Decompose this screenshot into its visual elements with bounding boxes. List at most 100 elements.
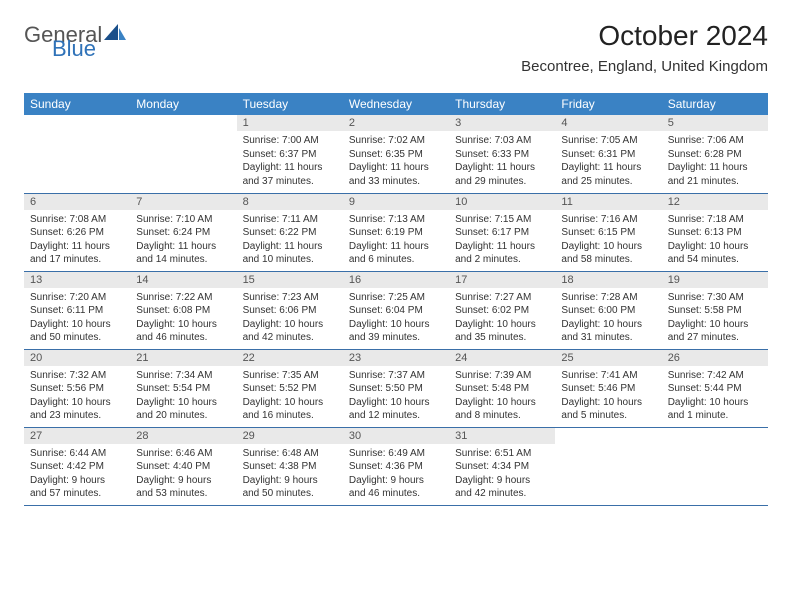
daylight-text: Daylight: 10 hours and 23 minutes. (30, 396, 124, 423)
sunset-text: Sunset: 6:15 PM (561, 226, 655, 240)
daylight-text: Daylight: 10 hours and 54 minutes. (668, 240, 762, 267)
sunrise-text: Sunrise: 7:34 AM (136, 369, 230, 383)
day-number: 9 (349, 196, 355, 208)
daylight-text: Daylight: 11 hours and 21 minutes. (668, 161, 762, 188)
day-number: 10 (455, 196, 467, 208)
sunrise-text: Sunrise: 7:41 AM (561, 369, 655, 383)
sunrise-text: Sunrise: 7:22 AM (136, 291, 230, 305)
sunrise-text: Sunrise: 7:20 AM (30, 291, 124, 305)
day-number: 23 (349, 352, 361, 364)
calendar-cell: 6Sunrise: 7:08 AMSunset: 6:26 PMDaylight… (24, 193, 130, 271)
day-number: 4 (561, 117, 567, 129)
calendar-cell: 21Sunrise: 7:34 AMSunset: 5:54 PMDayligh… (130, 349, 236, 427)
calendar-cell: 9 Sunrise: 7:13 AMSunset: 6:19 PMDaylight… (343, 193, 449, 271)
calendar-cell: 26Sunrise: 7:42 AMSunset: 5:44 PMDayligh… (662, 349, 768, 427)
sunset-text: Sunset: 4:38 PM (243, 460, 337, 474)
day-number: 18 (561, 274, 573, 286)
calendar-row: 20Sunrise: 7:32 AMSunset: 5:56 PMDayligh… (24, 349, 768, 427)
calendar-row: 13Sunrise: 7:20 AMSunset: 6:11 PMDayligh… (24, 271, 768, 349)
sunrise-text: Sunrise: 7:13 AM (349, 213, 443, 227)
daylight-text: Daylight: 9 hours and 53 minutes. (136, 474, 230, 501)
sunset-text: Sunset: 6:33 PM (455, 148, 549, 162)
day-number: 28 (136, 430, 148, 442)
sunset-text: Sunset: 6:24 PM (136, 226, 230, 240)
calendar-cell: 20Sunrise: 7:32 AMSunset: 5:56 PMDayligh… (24, 349, 130, 427)
daylight-text: Daylight: 11 hours and 6 minutes. (349, 240, 443, 267)
day-number: 11 (561, 196, 572, 208)
header: General Blue October 2024 Becontree, Eng… (24, 20, 768, 75)
sunrise-text: Sunrise: 6:48 AM (243, 447, 337, 461)
day-number: 20 (30, 352, 42, 364)
daylight-text: Daylight: 11 hours and 17 minutes. (30, 240, 124, 267)
sunrise-text: Sunrise: 7:02 AM (349, 134, 443, 148)
sunrise-text: Sunrise: 7:37 AM (349, 369, 443, 383)
sunset-text: Sunset: 5:46 PM (561, 382, 655, 396)
sunrise-text: Sunrise: 7:05 AM (561, 134, 655, 148)
day-number: 8 (243, 196, 249, 208)
daylight-text: Daylight: 10 hours and 20 minutes. (136, 396, 230, 423)
day-number: 26 (668, 352, 680, 364)
calendar-cell: 5Sunrise: 7:06 AMSunset: 6:28 PMDaylight… (662, 115, 768, 193)
sunrise-text: Sunrise: 7:18 AM (668, 213, 762, 227)
calendar-cell: 4 Sunrise: 7:05 AMSunset: 6:31 PMDaylight… (555, 115, 661, 193)
day-number: 15 (243, 274, 255, 286)
sunset-text: Sunset: 5:48 PM (455, 382, 549, 396)
daylight-text: Daylight: 10 hours and 27 minutes. (668, 318, 762, 345)
calendar-cell: 16Sunrise: 7:25 AMSunset: 6:04 PMDayligh… (343, 271, 449, 349)
daylight-text: Daylight: 10 hours and 42 minutes. (243, 318, 337, 345)
sunset-text: Sunset: 5:58 PM (668, 304, 762, 318)
calendar-cell (24, 115, 130, 193)
sunset-text: Sunset: 4:40 PM (136, 460, 230, 474)
calendar-table: Sunday Monday Tuesday Wednesday Thursday… (24, 93, 768, 506)
calendar-row: 27Sunrise: 6:44 AMSunset: 4:42 PMDayligh… (24, 427, 768, 505)
daylight-text: Daylight: 11 hours and 37 minutes. (243, 161, 337, 188)
calendar-cell: 15Sunrise: 7:23 AMSunset: 6:06 PMDayligh… (237, 271, 343, 349)
sunset-text: Sunset: 6:08 PM (136, 304, 230, 318)
calendar-cell: 18Sunrise: 7:28 AMSunset: 6:00 PMDayligh… (555, 271, 661, 349)
daylight-text: Daylight: 11 hours and 14 minutes. (136, 240, 230, 267)
calendar-cell: 1Sunrise: 7:00 AMSunset: 6:37 PMDaylight… (237, 115, 343, 193)
sunset-text: Sunset: 5:56 PM (30, 382, 124, 396)
sunset-text: Sunset: 6:02 PM (455, 304, 549, 318)
sunrise-text: Sunrise: 7:35 AM (243, 369, 337, 383)
calendar-cell: 22Sunrise: 7:35 AMSunset: 5:52 PMDayligh… (237, 349, 343, 427)
daylight-text: Daylight: 10 hours and 58 minutes. (561, 240, 655, 267)
calendar-cell: 30Sunrise: 6:49 AMSunset: 4:36 PMDayligh… (343, 427, 449, 505)
daylight-text: Daylight: 10 hours and 12 minutes. (349, 396, 443, 423)
daylight-text: Daylight: 10 hours and 5 minutes. (561, 396, 655, 423)
daylight-text: Daylight: 9 hours and 50 minutes. (243, 474, 337, 501)
calendar-cell: 31Sunrise: 6:51 AMSunset: 4:34 PMDayligh… (449, 427, 555, 505)
calendar-cell (662, 427, 768, 505)
day-number: 13 (30, 274, 42, 286)
daylight-text: Daylight: 10 hours and 31 minutes. (561, 318, 655, 345)
day-number: 27 (30, 430, 42, 442)
sunset-text: Sunset: 4:42 PM (30, 460, 124, 474)
day-number: 7 (136, 196, 142, 208)
sunset-text: Sunset: 4:34 PM (455, 460, 549, 474)
sunrise-text: Sunrise: 7:30 AM (668, 291, 762, 305)
calendar-cell: 28Sunrise: 6:46 AMSunset: 4:40 PMDayligh… (130, 427, 236, 505)
daylight-text: Daylight: 9 hours and 42 minutes. (455, 474, 549, 501)
calendar-cell: 13Sunrise: 7:20 AMSunset: 6:11 PMDayligh… (24, 271, 130, 349)
calendar-row: 1Sunrise: 7:00 AMSunset: 6:37 PMDaylight… (24, 115, 768, 193)
daylight-text: Daylight: 11 hours and 25 minutes. (561, 161, 655, 188)
title-block: October 2024 Becontree, England, United … (521, 20, 768, 75)
day-number: 6 (30, 196, 36, 208)
calendar-cell (130, 115, 236, 193)
sunset-text: Sunset: 6:19 PM (349, 226, 443, 240)
daylight-text: Daylight: 11 hours and 29 minutes. (455, 161, 549, 188)
sunset-text: Sunset: 6:31 PM (561, 148, 655, 162)
calendar-cell: 11Sunrise: 7:16 AMSunset: 6:15 PMDayligh… (555, 193, 661, 271)
sunset-text: Sunset: 5:44 PM (668, 382, 762, 396)
calendar-row: 6Sunrise: 7:08 AMSunset: 6:26 PMDaylight… (24, 193, 768, 271)
sunset-text: Sunset: 4:36 PM (349, 460, 443, 474)
day-number: 14 (136, 274, 148, 286)
sunset-text: Sunset: 5:50 PM (349, 382, 443, 396)
daylight-text: Daylight: 10 hours and 16 minutes. (243, 396, 337, 423)
daylight-text: Daylight: 10 hours and 8 minutes. (455, 396, 549, 423)
sunrise-text: Sunrise: 7:08 AM (30, 213, 124, 227)
day-number: 16 (349, 274, 361, 286)
daylight-text: Daylight: 10 hours and 50 minutes. (30, 318, 124, 345)
weekday-header: Wednesday (343, 93, 449, 115)
daylight-text: Daylight: 10 hours and 39 minutes. (349, 318, 443, 345)
